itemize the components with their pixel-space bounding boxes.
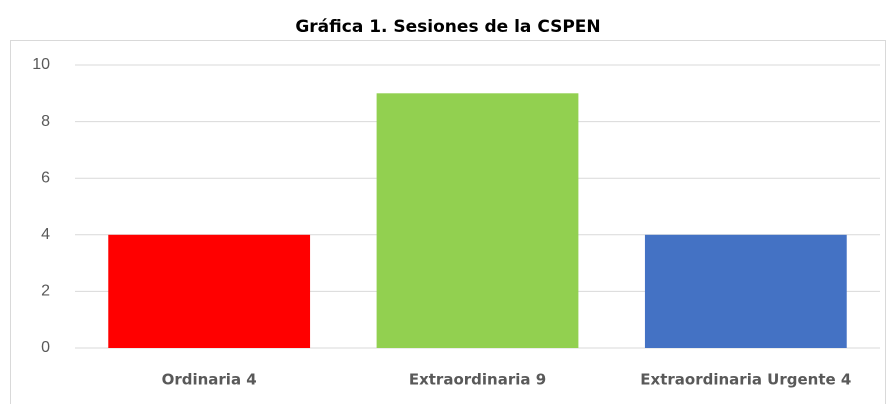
bar bbox=[108, 234, 311, 348]
x-tick-label: Extraordinaria 9 bbox=[409, 371, 546, 389]
bar bbox=[644, 234, 847, 348]
y-tick-label: 10 bbox=[32, 56, 50, 73]
y-tick-label: 4 bbox=[41, 226, 50, 243]
y-tick-label: 2 bbox=[41, 283, 50, 300]
y-tick-label: 8 bbox=[41, 113, 50, 130]
y-tick-label: 6 bbox=[41, 169, 50, 186]
chart-title: Gráfica 1. Sesiones de la CSPEN bbox=[295, 17, 600, 37]
y-tick-label: 0 bbox=[41, 339, 50, 356]
bar bbox=[376, 93, 579, 348]
chart-frame bbox=[10, 40, 886, 404]
x-tick-label: Extraordinaria Urgente 4 bbox=[640, 371, 851, 389]
x-tick-label: Ordinaria 4 bbox=[162, 371, 257, 389]
